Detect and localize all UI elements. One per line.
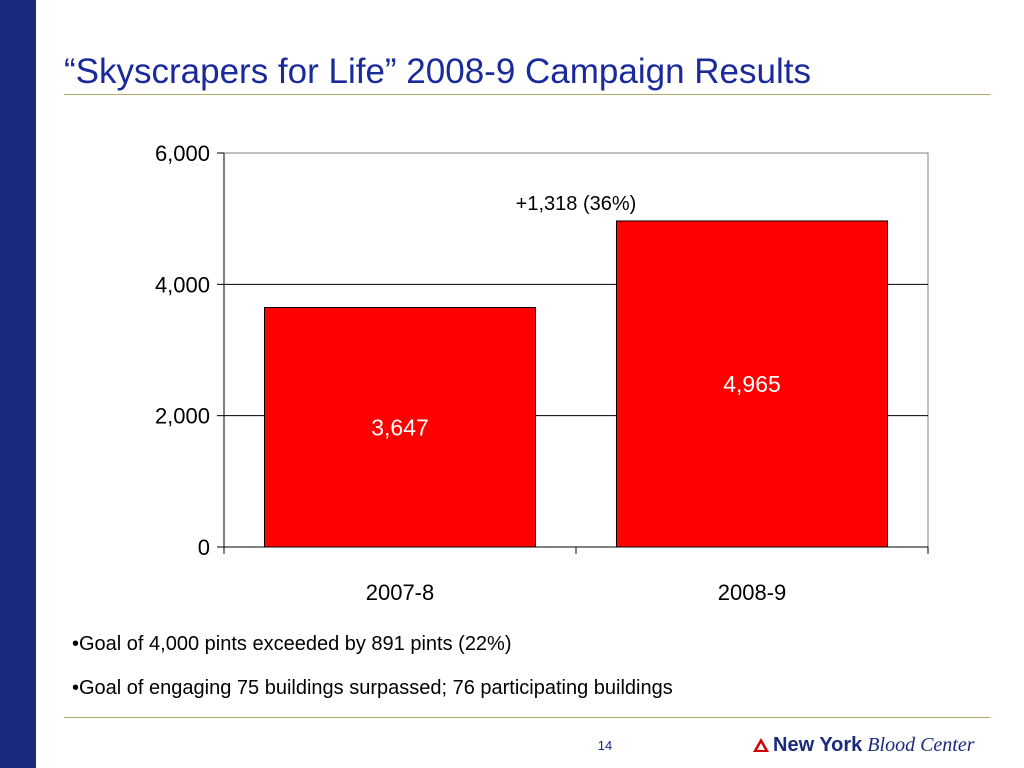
logo-name-italic: Blood Center <box>867 733 975 756</box>
y-tick-label: 6,000 <box>155 141 210 166</box>
bar-2008-9 <box>615 220 889 548</box>
footer-divider <box>64 717 990 718</box>
y-tick-label: 2,000 <box>155 404 210 429</box>
bullet-goal-pints: •Goal of 4,000 pints exceeded by 891 pin… <box>72 633 512 655</box>
y-tick-label: 4,000 <box>155 272 210 297</box>
bar-chart: 0 2,000 4,000 6,000 3,647 2007-8 4,965 2008-9 +1… <box>155 141 929 605</box>
x-tick-label: 2008-9 <box>718 580 787 605</box>
bar-2007-8 <box>263 307 537 548</box>
side-bar <box>0 0 36 768</box>
bullet-list: •Goal of 4,000 pints exceeded by 891 pin… <box>72 632 972 720</box>
bar-value-label: 3,647 <box>371 414 429 440</box>
bar-value-label: 4,965 <box>723 371 781 397</box>
blood-drop-triangle-icon <box>753 738 769 752</box>
logo-name-bold: New York <box>773 733 863 756</box>
y-tick-label: 0 <box>198 535 210 560</box>
slide-title: “Skyscrapers for Life” 2008-9 Campaign R… <box>64 52 811 91</box>
page-number: 14 <box>597 738 613 753</box>
x-tick-label: 2007-8 <box>366 580 435 605</box>
bullet-goal-buildings: •Goal of engaging 75 buildings surpassed… <box>72 677 673 699</box>
change-annotation: +1,318 (36%) <box>516 193 637 215</box>
logo: New York Blood Center <box>752 733 975 757</box>
title-divider <box>64 94 990 95</box>
